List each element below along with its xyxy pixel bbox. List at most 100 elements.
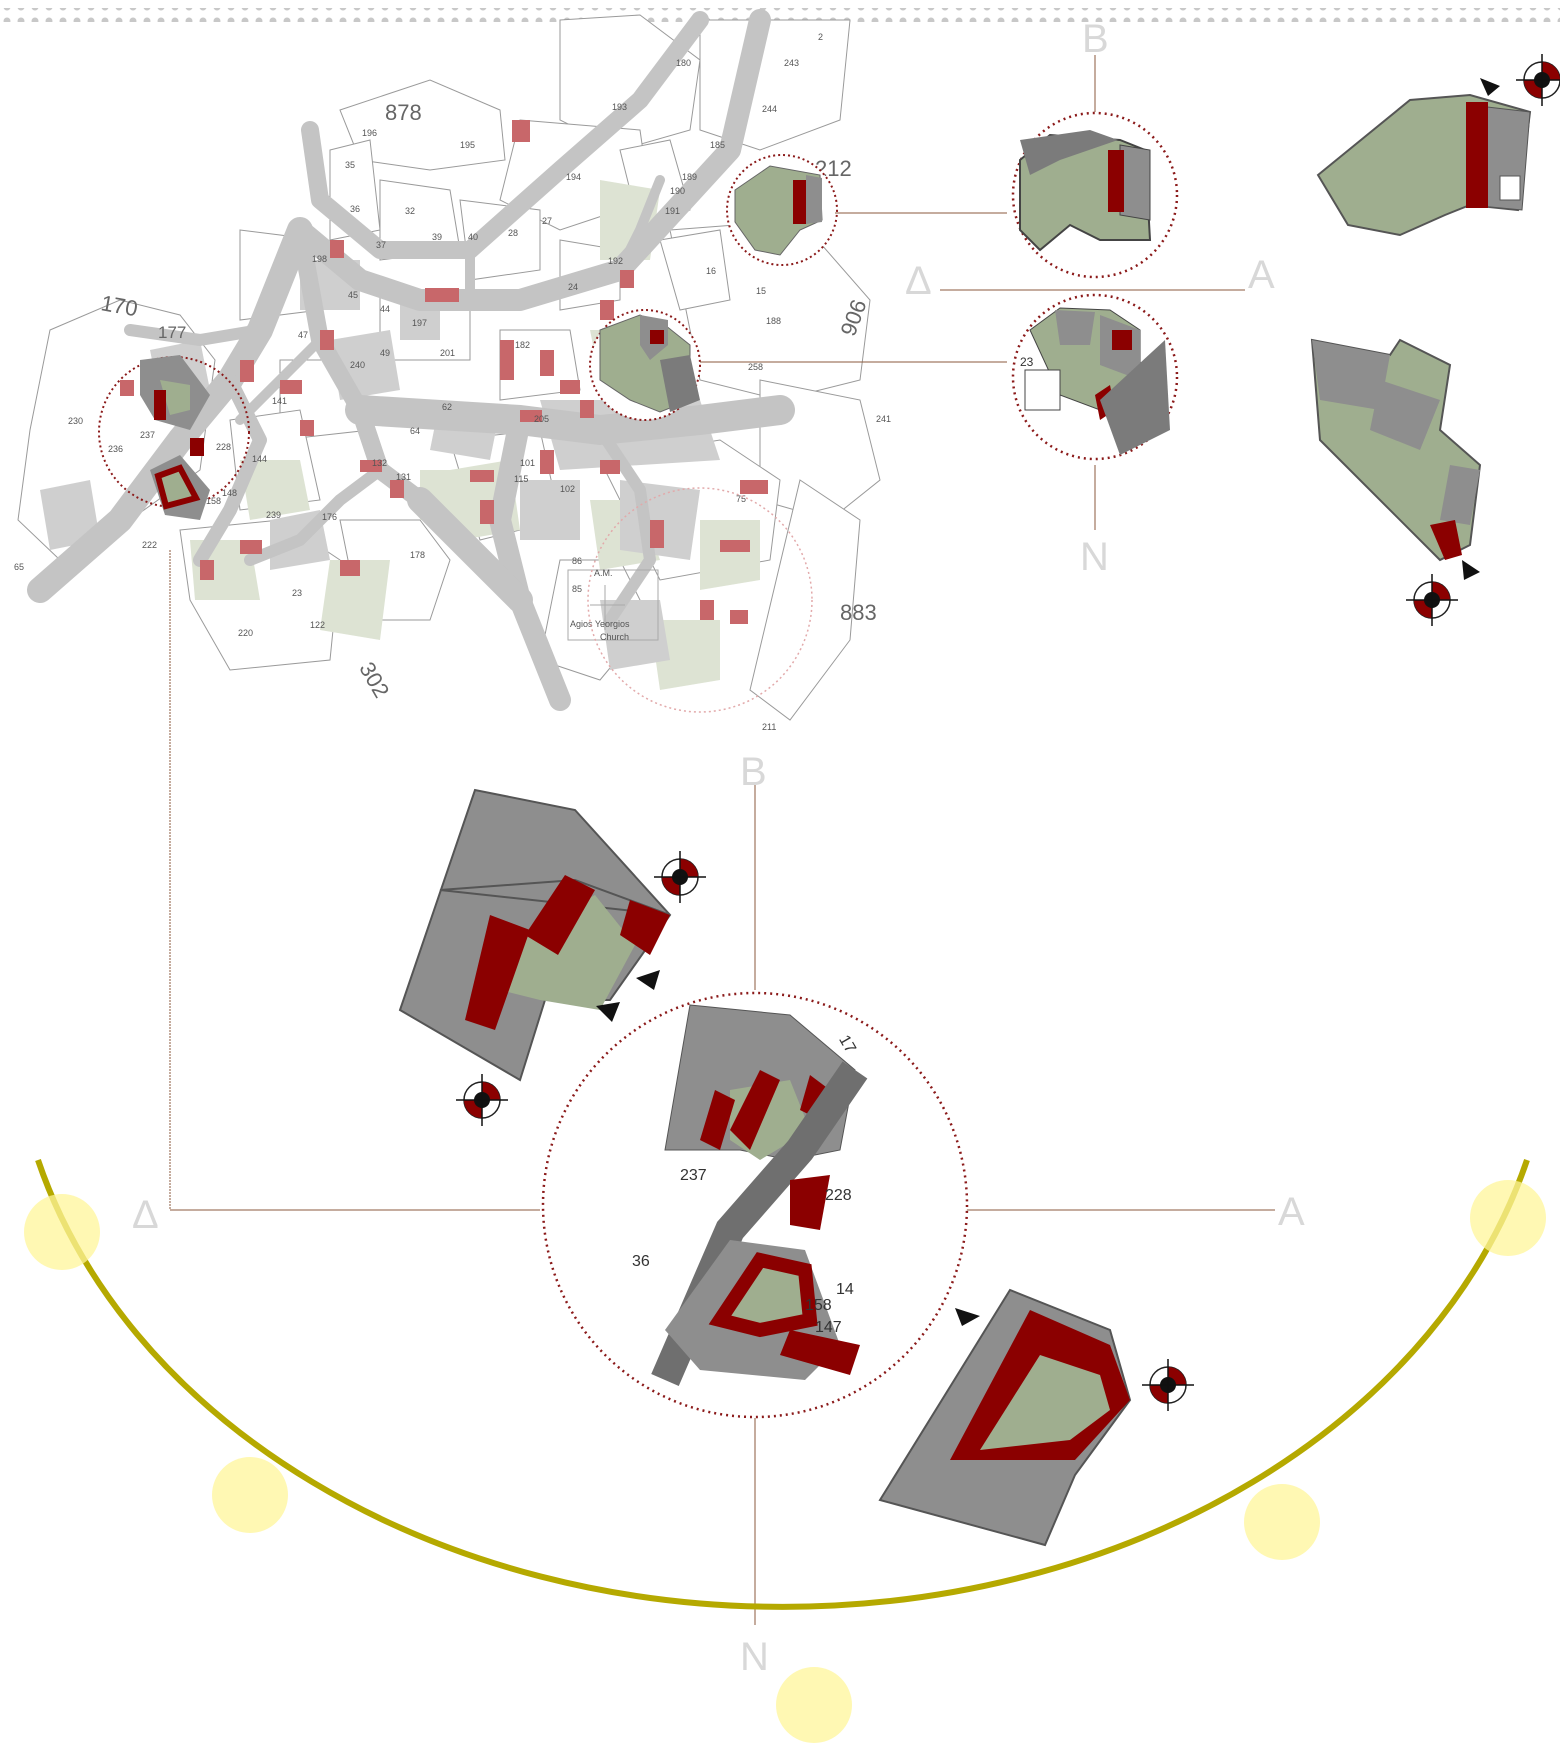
detail-plan-upper-2 xyxy=(1312,340,1480,560)
plot-num: 211 xyxy=(762,722,776,732)
plot-num: 178 xyxy=(410,550,425,560)
plot-num: 40 xyxy=(468,232,478,242)
plot-num: 191 xyxy=(665,206,680,216)
plot-num: 32 xyxy=(405,206,415,216)
sun-marker xyxy=(24,1194,100,1270)
plot-num: 195 xyxy=(460,140,475,150)
plot-num: 148 xyxy=(222,488,237,498)
plot-num: 44 xyxy=(380,304,390,314)
plot-num: 222 xyxy=(142,540,157,550)
plot-num: 102 xyxy=(560,484,575,494)
plot-num: 201 xyxy=(440,348,455,358)
plot-num: 65 xyxy=(14,562,24,572)
arrow-icon xyxy=(1462,560,1480,580)
plot-883: 883 xyxy=(840,600,877,625)
plot-878: 878 xyxy=(385,100,422,125)
plot-num: 180 xyxy=(676,58,691,68)
plot-num: Church xyxy=(600,632,629,642)
sun-marker xyxy=(1244,1484,1320,1560)
zoom-label: 147 xyxy=(815,1319,842,1336)
plot-num: 188 xyxy=(766,316,781,326)
target-marker-icon xyxy=(456,1074,508,1126)
arrow-icon xyxy=(636,970,660,990)
zoom-label: 14 xyxy=(836,1281,854,1298)
zoom-circle-upper-b: 23 xyxy=(1013,295,1177,459)
cadastral-map: 878 170 177 212 906 883 302 180 243 2 19… xyxy=(14,15,891,732)
plot-num: 197 xyxy=(412,318,427,328)
plot-num: 192 xyxy=(608,256,623,266)
sun-marker xyxy=(1470,1180,1546,1256)
zoom-circle-upper-a xyxy=(1013,113,1177,277)
sun-marker xyxy=(776,1667,852,1743)
plot-num: 27 xyxy=(542,216,552,226)
plot-177: 177 xyxy=(158,323,186,342)
plot-num: 16 xyxy=(706,266,716,276)
compass-lower-west: Δ xyxy=(132,1193,159,1237)
plot-num: 62 xyxy=(442,402,452,412)
plot-num: 258 xyxy=(748,362,763,372)
plot-num: 243 xyxy=(784,58,799,68)
plot-num: 194 xyxy=(566,172,581,182)
compass-upper-west: Δ xyxy=(905,259,932,303)
plot-num: Agios Yeorgios xyxy=(570,619,630,629)
plot-num: 193 xyxy=(612,102,627,112)
arrow-icon xyxy=(955,1308,980,1326)
plot-num: 15 xyxy=(756,286,766,296)
zoom-label: 237 xyxy=(680,1167,707,1184)
compass-lower-south: N xyxy=(740,1635,769,1679)
plot-num: 176 xyxy=(322,512,337,522)
compass-lower-east: A xyxy=(1278,1190,1305,1234)
plot-num: 49 xyxy=(380,348,390,358)
plot-num: 185 xyxy=(710,140,725,150)
plot-num: 37 xyxy=(376,240,386,250)
plot-num: 86 xyxy=(572,556,582,566)
plot-num: 75 xyxy=(736,494,746,504)
target-marker-icon xyxy=(1516,54,1560,106)
plot-num: 182 xyxy=(515,340,530,350)
plot-num: 115 xyxy=(514,474,528,484)
plot-num: 220 xyxy=(238,628,253,638)
zoom-label: 36 xyxy=(632,1253,650,1270)
plot-num: 198 xyxy=(312,254,327,264)
plot-num: 158 xyxy=(206,496,221,506)
plot-num: 24 xyxy=(568,282,578,292)
plot-num: A.M. xyxy=(594,568,613,578)
zoom-b-label: 23 xyxy=(1020,355,1034,369)
plot-num: 45 xyxy=(348,290,358,300)
plot-num: 205 xyxy=(534,414,549,424)
plot-num: 2 xyxy=(818,32,823,42)
compass-upper-north: B xyxy=(1082,17,1109,61)
zoom-label: 158 xyxy=(805,1297,832,1314)
plot-num: 144 xyxy=(252,454,267,464)
target-marker-icon xyxy=(1142,1359,1194,1411)
compass-upper-east: A xyxy=(1248,253,1275,297)
target-marker-icon xyxy=(654,851,706,903)
plot-num: 85 xyxy=(572,584,582,594)
callout-center xyxy=(590,310,700,420)
plot-num: 132 xyxy=(372,458,387,468)
plot-num: 239 xyxy=(266,510,281,520)
zoom-label: 228 xyxy=(825,1187,852,1204)
plot-num: 35 xyxy=(345,160,355,170)
plot-num: 101 xyxy=(520,458,535,468)
target-marker-icon xyxy=(1406,574,1458,626)
plot-num: 47 xyxy=(298,330,308,340)
plot-num: 64 xyxy=(410,426,420,436)
arrow-icon xyxy=(1480,78,1500,96)
zoom-circle-lower: 17 237 228 36 158 147 14 xyxy=(543,993,967,1417)
plot-num: 196 xyxy=(362,128,377,138)
compass-lower-north: B xyxy=(740,750,767,794)
plot-num: 236 xyxy=(108,444,123,454)
plot-num: 36 xyxy=(350,204,360,214)
plot-num: 39 xyxy=(432,232,442,242)
plot-num: 240 xyxy=(350,360,365,370)
plot-num: 237 xyxy=(140,430,155,440)
plot-num: 189 xyxy=(682,172,697,182)
compass-upper-south: N xyxy=(1080,535,1109,579)
plot-num: 244 xyxy=(762,104,777,114)
plot-num: 190 xyxy=(670,186,685,196)
plot-num: 141 xyxy=(272,396,287,406)
callout-212 xyxy=(727,155,837,265)
plot-num: 230 xyxy=(68,416,83,426)
